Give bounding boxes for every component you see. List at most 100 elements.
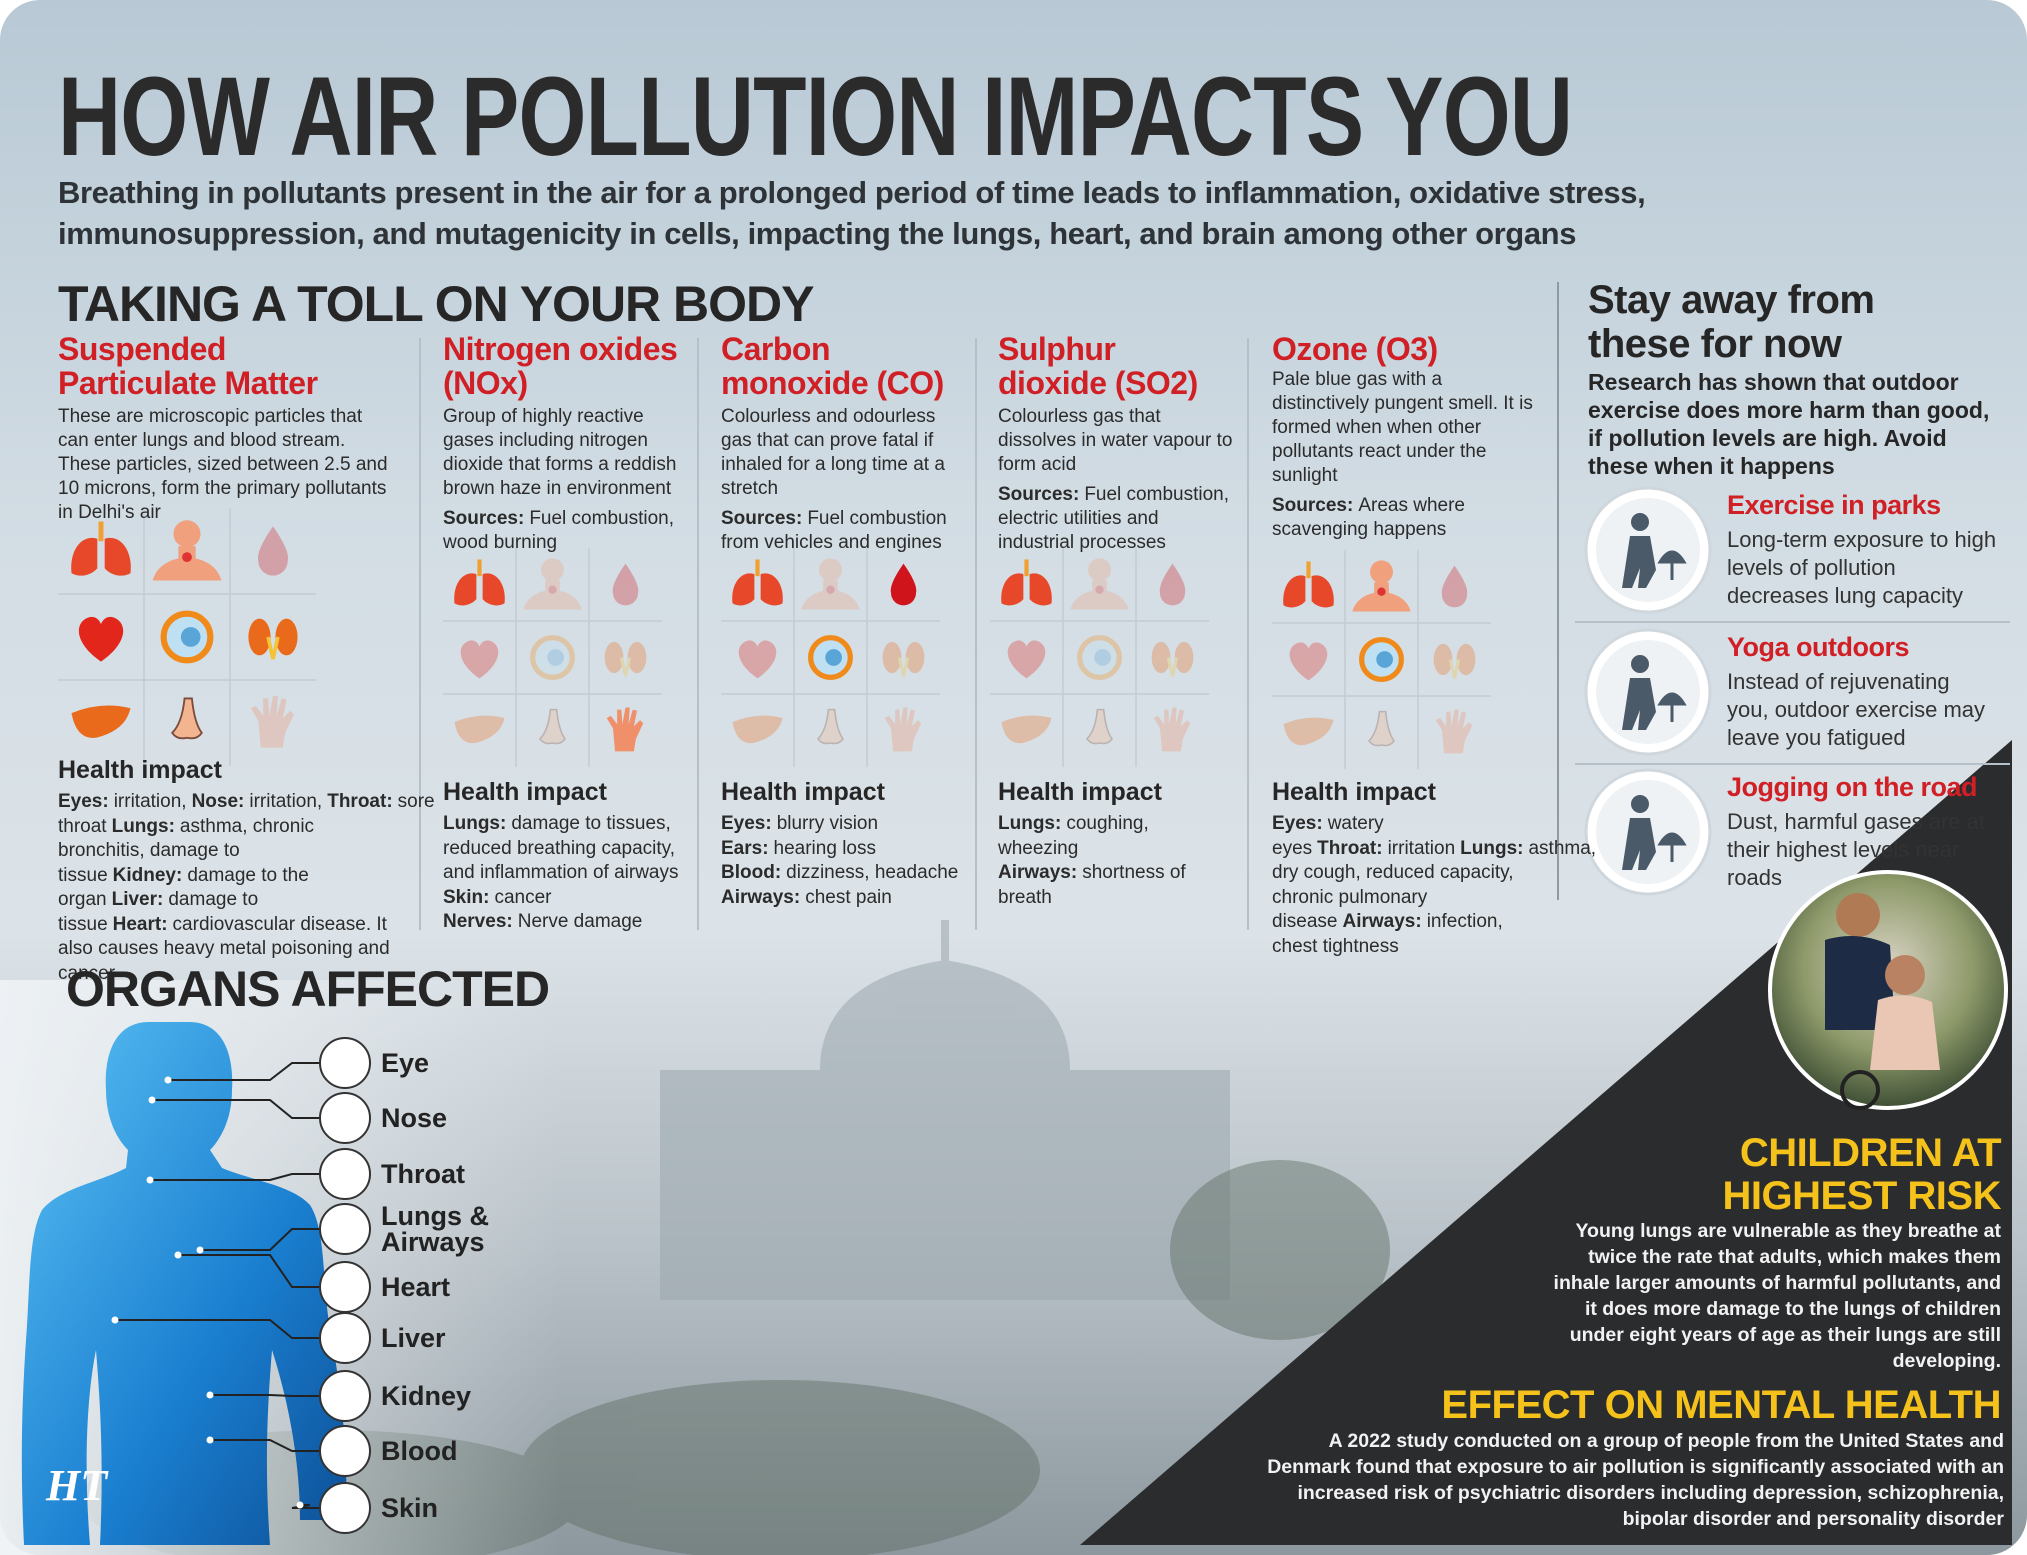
impact-label: Ears: [721,837,769,859]
activity-title: Exercise in parks [1727,490,1941,520]
drop [612,563,639,606]
organ-label: Blood [381,1436,458,1466]
pollutant-name: Carbon monoxide (CO) [721,331,944,401]
impact-label: Blood: [721,862,782,883]
children-figures [1825,893,1940,1110]
nose-icon [816,708,844,745]
impact-text: watery eyes [1272,813,1384,859]
impacts: Lungs: damage to tissues, reduced breathi… [443,812,688,935]
eyeball [530,635,575,680]
nose [538,708,566,745]
iris [1094,649,1111,666]
kidney [604,641,624,674]
neck [801,580,860,610]
heart-icon [460,640,499,679]
impact: Skin: cancer [443,886,688,911]
kidney [1174,641,1194,674]
impacts: Lungs: coughing, wheezing Airways: shortnes… [998,812,1238,910]
impact-text: cancer [494,886,552,908]
eye-icon [530,635,575,680]
dot [111,1316,119,1324]
activity-text: Long-term exposure to high levels of pol… [1727,527,1997,608]
impact: Lungs: damage to tissues, reduced breathi… [443,812,688,886]
impact-text: coughing, wheezing [998,813,1149,859]
drop [890,563,917,606]
figure-body [1622,818,1656,870]
dot [206,1391,214,1399]
organ-label: Nose [381,1103,448,1133]
lung [1283,575,1306,608]
impact-text: shortness of breath [998,862,1186,908]
neck [152,546,222,581]
impact-label: Airways: [721,886,801,908]
figure-tree [1657,692,1687,722]
skin-icon [250,695,294,748]
blood-icon [612,563,639,606]
impact-text: irritation [1387,837,1456,859]
liver [1283,717,1334,746]
pollutant-info: Colourless and odourless gas that can pr… [721,405,966,561]
hand [1435,709,1473,754]
kidney-icon [248,618,298,660]
pollutant-name: Suspended Particulate Matter [58,331,318,401]
dot [148,1096,156,1104]
neck [1352,582,1411,612]
impact: Lungs: asthma, dry cough, reduced capacit… [1272,838,1596,933]
lung [482,573,505,606]
skin-icon [1153,707,1191,752]
liver-icon [71,705,131,738]
sources-text: Fuel combustion from vehicles and engine… [721,508,947,553]
lung [1029,573,1052,606]
impact-label: Lungs: [443,813,507,834]
figure-tree [1657,550,1687,580]
impact-text: damage to tissues, reduced breathing cap… [443,813,679,883]
lung [732,573,755,606]
impact-text: irritation, [113,791,187,812]
organ-ring [319,1037,371,1089]
impact-text: chest pain [805,886,892,908]
throat-spot [1095,585,1104,594]
sources-label: Sources: [1272,495,1354,516]
description: Colourless gas that dissolves in water v… [998,406,1233,475]
iris [825,649,842,666]
activity-icon [1584,486,1712,614]
impact-heading: Health impact [58,756,222,784]
iris [547,649,564,666]
section-heading: TAKING A TOLL ON YOUR BODY [58,276,815,332]
throat-icon [152,520,222,581]
description: Pale blue gas with a distinctively punge… [1272,369,1533,486]
logo: HT [46,1461,108,1510]
activity-text: Instead of rejuvenating you, outdoor exe… [1727,669,1986,750]
organ-label: Heart [381,1272,451,1302]
impact: Liver: damage to tissue [58,889,258,935]
skin-icon [884,707,922,752]
eye-icon [1359,637,1404,682]
blood-icon [1441,565,1468,608]
impact-label: Eyes: [1272,813,1323,834]
kidney-icon [1151,641,1194,677]
lung [104,537,131,576]
dot [206,1436,214,1444]
sources: Sources: Fuel combustion, wood burning [443,507,688,555]
heart-icon [78,616,124,662]
connector [152,1099,320,1119]
sources-text: Fuel combustion, wood burning [443,508,674,553]
kidney [275,618,298,656]
connector [210,1394,320,1397]
lung [71,537,98,576]
impact: Nerves: Nerve damage [443,910,688,935]
impact: Lungs: coughing, wheezing [998,812,1238,861]
impact: Kidney: damage to the organ [58,865,309,911]
sources: Sources: Fuel combustion from vehicles an… [721,507,966,555]
impact-text: damage to tissue [58,889,259,935]
heart [1007,640,1046,679]
impact-label: Skin: [443,886,490,908]
impact-text: blurry vision [776,813,879,834]
head [1370,560,1393,584]
ureter [266,636,280,660]
blood-icon [257,526,289,576]
hand [250,695,294,748]
drop [1159,563,1186,606]
hand [1153,707,1191,752]
lungs-icon [454,559,505,606]
